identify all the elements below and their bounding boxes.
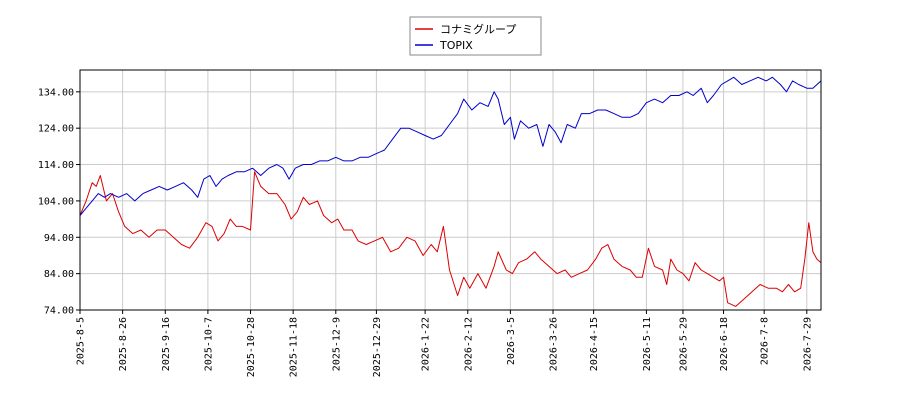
plot-area-frame [79,69,822,311]
x-tick-label: 2026-7-29 [802,317,813,371]
x-tick-label: 2026-2-12 [463,317,474,371]
legend-label-konami: コナミグループ [440,22,516,36]
x-tick-label: 2025-11-18 [289,317,300,377]
series-line-topix [79,76,822,216]
y-tick-label: 74.00 [44,306,74,317]
x-tick-label: 2026-6-18 [719,317,730,371]
y-tick-label: 94.00 [44,233,74,244]
x-tick-label: 2026-7-8 [760,317,771,365]
y-tick-label: 134.00 [38,87,74,98]
x-tick-label: 2025-10-7 [203,317,214,371]
x-tick-label: 2026-4-15 [589,317,600,371]
x-tick-label: 2025-12-29 [372,317,383,377]
x-axis: 2025-8-5 2025-8-26 2025-9-16 2025-10-7 2025-… [76,310,813,377]
legend-box [409,16,542,56]
x-tick-label: 2026-3-26 [549,317,560,371]
x-tick-label: 2026-5-29 [678,317,689,371]
series-lines [79,76,822,307]
x-tick-label: 2025-12-9 [331,317,342,371]
legend-label-topix: TOPIX [439,39,473,52]
y-tick-label: 114.00 [38,160,74,171]
grid [79,70,821,311]
legend: コナミグループ TOPIX [409,16,542,56]
x-tick-label: 2025-8-26 [118,317,129,371]
y-tick-label: 84.00 [44,269,74,280]
x-tick-label: 2025-8-5 [76,317,87,365]
x-tick-label: 2025-10-28 [246,317,257,377]
y-tick-label: 124.00 [38,124,74,135]
series-line-konami [79,171,822,307]
y-axis: 74.00 84.00 94.00 104.00 114.00 124.00 134.00 [38,87,80,317]
x-tick-label: 2026-1-22 [421,317,432,371]
y-tick-label: 104.00 [38,196,74,207]
x-tick-label: 2026-3-5 [506,317,517,365]
x-tick-label: 2026-5-11 [642,317,653,371]
x-tick-label: 2025-9-16 [161,317,172,371]
